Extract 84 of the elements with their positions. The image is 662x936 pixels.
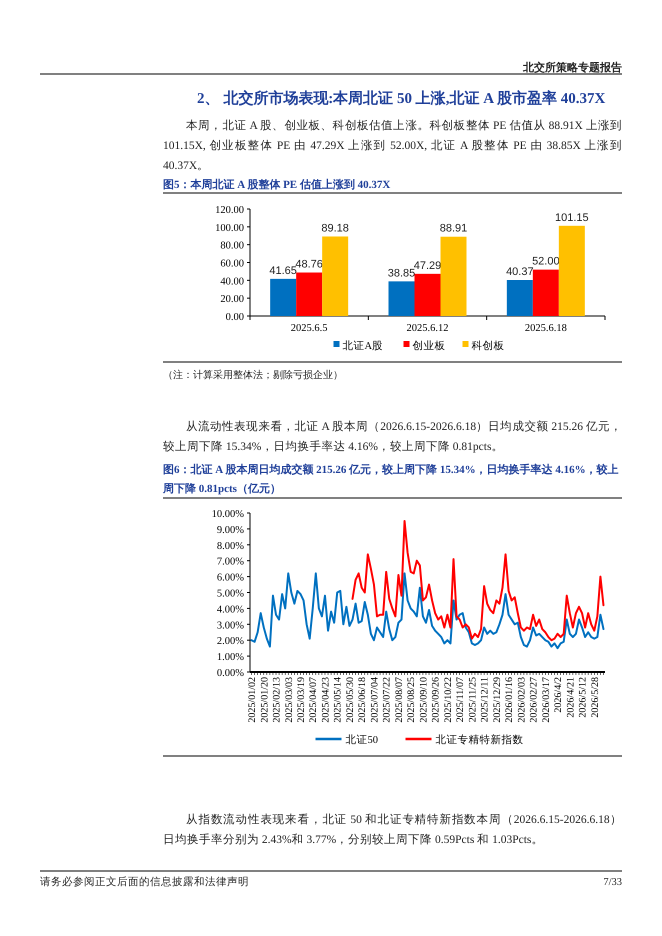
bar [414, 274, 440, 316]
x-tick-label: 2025.6.18 [524, 323, 567, 334]
y-tick-label: 80.00 [220, 240, 244, 252]
y-tick-label: 0.00% [216, 668, 244, 679]
x-tick-label: 2025/11/25 [467, 677, 478, 722]
legend-label: 北证专精特新指数 [436, 733, 524, 746]
bar [388, 281, 414, 316]
bar [558, 226, 585, 316]
y-tick-label: 4.00% [216, 604, 244, 616]
y-tick-label: 8.00% [216, 540, 244, 552]
data-label: 47.29 [414, 260, 442, 272]
x-tick-label: 2025.6.5 [290, 323, 328, 334]
x-tick-label: 2025/06/18 [357, 677, 368, 723]
data-label: 89.18 [321, 222, 349, 234]
x-tick-label: 2025/10/22 [442, 677, 454, 723]
text: 7/33 [603, 876, 622, 890]
text: 本周，北证 A 股、创业板、科创板估值上涨。科创板整体 PE 估值从 88.91X 上涨到 101.15X, 创业板整体 PE 由 47.29X 上涨到 52.00X, 北证 A 股整体 PE 由 38.85X 上涨到 40.37X。 [163, 118, 622, 174]
x-tick-label: 2025/03/19 [296, 677, 307, 723]
y-tick-label: 120.00 [215, 205, 244, 216]
x-tick-label: 2025/03/03 [284, 677, 295, 723]
x-tick-label: 2025/05/30 [344, 677, 356, 723]
text: 2、 北交所市场表现:本周北证 50 上涨,北证 A 股市盈率 40.37X [197, 89, 606, 109]
y-tick-label: 100.00 [215, 222, 244, 234]
y-tick-label: 40.00 [220, 276, 244, 288]
text: 请务必参阅正文后面的信息披露和法律声明 [40, 875, 249, 890]
x-tick-label: 2025.6.12 [406, 323, 448, 334]
x-tick-label: 2025/11/07 [455, 677, 466, 722]
bar [322, 236, 348, 316]
data-label: 101.15 [555, 212, 589, 224]
x-tick-label: 2025/09/10 [418, 677, 430, 723]
x-tick-label: 2025/07/04 [369, 677, 380, 723]
y-tick-label: 6.00% [216, 572, 244, 584]
data-label: 38.85 [388, 267, 416, 280]
bar [506, 280, 533, 316]
y-tick-label: 9.00% [216, 524, 244, 536]
text: 北交所策略专题报告 [523, 60, 622, 76]
x-tick-label: 2025/08/25 [406, 677, 418, 723]
x-tick-label: 2025/04/07 [308, 677, 320, 723]
x-tick-label: 2025/01/20 [259, 677, 270, 723]
x-tick-label: 2026/02/27 [528, 677, 540, 723]
chart-title: 图6：北证 A 股本周日均成交额 215.26 亿元，较上周下降 15.34%，日均换手率达 4.16%，较上周下降 0.81pcts（亿元） [163, 462, 620, 497]
x-tick-label: 2026/5/12 [578, 677, 589, 718]
data-label: 88.91 [440, 222, 468, 235]
x-tick-label: 2026/01/16 [504, 677, 516, 723]
data-label: 52.00 [532, 256, 560, 268]
bar [296, 272, 322, 316]
x-tick-label: 2025/04/23 [320, 677, 332, 723]
x-tick-label: 2026/4/2 [553, 677, 564, 713]
text: 从流动性表现来看，北证 A 股本周（2026.6.15-2026.6.18）日均成交额 215.26 亿元，较上周下降 15.34%，日均换手率达 4.16%，较上周下降 0.81pcts。 [163, 419, 622, 455]
x-tick-label: 2025/01/02 [247, 677, 258, 723]
y-tick-label: 7.00% [216, 556, 244, 568]
y-tick-label: 3.00% [216, 620, 244, 632]
y-tick-label: 5.00% [216, 588, 244, 600]
x-tick-label: 2026/4/21 [565, 677, 576, 718]
x-tick-label: 2025/09/26 [430, 677, 442, 723]
text: 从指数流动性表现来看，北证 50 和北证专精特新指数本周（2026.6.15-2026.6.18）日均换手率分别为 2.43%和 3.77%，分别较上周下降 0.59Pcts 和 1.03Pcts。 [163, 812, 622, 848]
x-tick-label: 2025/12/29 [492, 677, 503, 723]
y-tick-label: 0.00 [226, 312, 244, 323]
y-tick-label: 10.00% [212, 509, 244, 520]
bar [270, 278, 296, 316]
x-tick-label: 2025/12/11 [480, 677, 491, 722]
x-tick-label: 2026/5/28 [590, 677, 601, 718]
bar [532, 270, 559, 316]
legend-label: 北证A股 [342, 339, 384, 352]
y-tick-label: 60.00 [220, 258, 244, 270]
chart-title: 图5：本周北证 A 股整体 PE 估值上涨到 40.37X [163, 178, 392, 193]
x-tick-label: 2025/07/22 [382, 677, 393, 723]
bar [440, 236, 466, 316]
legend-label: 创业板 [412, 339, 446, 352]
x-tick-label: 2025/08/07 [394, 677, 405, 723]
x-tick-label: 2025/02/13 [272, 677, 283, 723]
x-tick-label: 2026/03/17 [540, 677, 552, 723]
legend-label: 科创板 [472, 340, 504, 352]
line-series [352, 520, 604, 642]
legend-label: 北证50 [346, 733, 378, 746]
x-tick-label: 2025/05/14 [332, 677, 344, 723]
y-tick-label: 1.00% [216, 652, 244, 664]
y-tick-label: 20.00 [220, 294, 244, 306]
x-tick-label: 2026/02/03 [516, 677, 528, 723]
data-label: 41.65 [269, 264, 297, 277]
data-label: 40.37 [506, 266, 534, 278]
text: （注：计算采用整体法；剔除亏损企业） [163, 368, 343, 383]
line-series [250, 572, 604, 650]
y-tick-label: 2.00% [216, 636, 244, 648]
